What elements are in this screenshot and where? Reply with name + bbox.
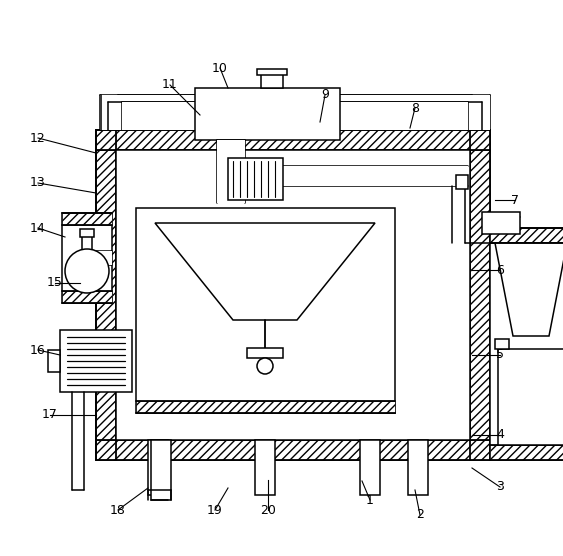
Text: 13: 13 <box>30 176 46 190</box>
Bar <box>96 130 490 460</box>
Text: 8: 8 <box>411 102 419 115</box>
Bar <box>62 213 112 225</box>
Text: 7: 7 <box>511 193 519 206</box>
Polygon shape <box>155 223 375 320</box>
Text: 9: 9 <box>321 88 329 102</box>
Bar <box>96 440 490 460</box>
Text: 4: 4 <box>496 429 504 441</box>
Text: 14: 14 <box>30 221 46 235</box>
Bar <box>122 102 468 130</box>
Bar <box>456 175 468 189</box>
Bar <box>62 213 112 303</box>
Bar <box>490 217 520 229</box>
Text: 16: 16 <box>30 344 46 356</box>
Bar <box>80 229 94 237</box>
Bar <box>257 69 287 75</box>
Bar <box>490 228 563 243</box>
Bar <box>116 150 470 440</box>
Text: 12: 12 <box>30 132 46 145</box>
Bar <box>490 228 563 460</box>
Text: 2: 2 <box>416 509 424 522</box>
Text: 15: 15 <box>47 276 63 290</box>
Bar <box>482 212 520 234</box>
Bar <box>100 95 118 130</box>
Bar <box>148 440 168 495</box>
Bar <box>96 251 112 265</box>
Bar <box>136 208 395 413</box>
Bar <box>136 401 395 413</box>
Bar <box>48 350 60 372</box>
Circle shape <box>65 249 109 293</box>
Text: 20: 20 <box>260 504 276 517</box>
Bar <box>60 330 132 392</box>
Bar <box>217 140 245 203</box>
Text: 19: 19 <box>207 504 223 517</box>
Bar <box>62 291 112 303</box>
Bar <box>498 349 563 445</box>
Bar <box>408 440 428 495</box>
Bar <box>118 95 472 130</box>
Bar <box>96 150 116 440</box>
Polygon shape <box>495 243 563 336</box>
Text: 17: 17 <box>42 409 58 421</box>
Bar <box>195 88 340 140</box>
Bar <box>472 95 490 130</box>
Text: 5: 5 <box>496 349 504 361</box>
Text: 6: 6 <box>496 264 504 276</box>
Bar <box>96 130 490 150</box>
Text: 11: 11 <box>162 78 178 92</box>
Bar <box>495 339 509 349</box>
Circle shape <box>257 358 273 374</box>
Bar <box>255 440 275 495</box>
Bar <box>228 158 283 200</box>
Bar <box>490 445 563 460</box>
Text: 1: 1 <box>366 494 374 507</box>
Bar <box>360 440 380 495</box>
Bar <box>247 348 283 358</box>
Bar <box>470 150 490 440</box>
Bar <box>151 440 171 500</box>
Text: 3: 3 <box>496 480 504 494</box>
Text: 18: 18 <box>110 504 126 517</box>
Bar <box>283 166 468 186</box>
Text: 10: 10 <box>212 62 228 75</box>
Bar <box>261 74 283 88</box>
